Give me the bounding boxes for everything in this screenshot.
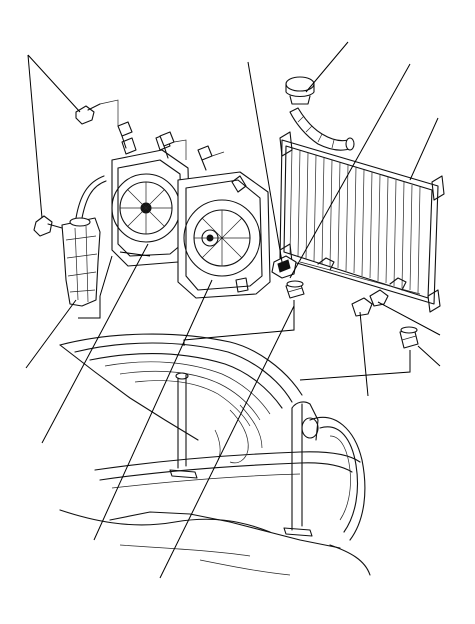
upper-cushion-left — [271, 255, 297, 279]
radiator-cap — [285, 76, 315, 105]
callout-cushion-lower — [417, 345, 441, 367]
radiator — [279, 131, 445, 313]
callout-bolt-a — [27, 54, 81, 113]
callout-reserve-tank — [25, 299, 77, 369]
upper-radiator-hose — [289, 107, 355, 151]
callout-radiator — [409, 117, 439, 181]
vehicle-front-body — [59, 333, 371, 576]
bolt-left-lower — [33, 215, 63, 237]
callout-drain-plug — [377, 301, 441, 336]
callout-fan-shroud — [41, 243, 149, 444]
drain-plug — [351, 289, 389, 317]
callout-cushion-upper — [247, 61, 283, 263]
lower-cushion-right — [399, 326, 419, 349]
fan-shroud-assembly — [111, 133, 271, 299]
reserve-tank — [61, 175, 107, 307]
callout-radiator-cap — [305, 41, 349, 93]
leader-lines — [25, 41, 441, 579]
callout-bolt-a-2 — [27, 54, 43, 219]
lower-cushion — [285, 280, 305, 299]
bolt-left-top — [75, 99, 225, 171]
